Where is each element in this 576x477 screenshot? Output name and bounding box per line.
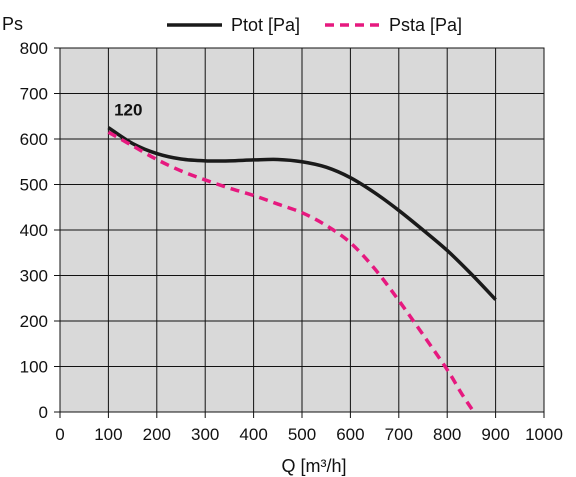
x-tick-label: 1000	[525, 425, 563, 444]
x-tick-label: 600	[336, 425, 364, 444]
x-tick-label: 900	[481, 425, 509, 444]
y-tick-label: 300	[20, 267, 48, 286]
x-tick-label: 500	[288, 425, 316, 444]
y-tick-label: 200	[20, 312, 48, 331]
series-line-psta	[107, 130, 476, 413]
x-axis: 0 100 200 300 400 500 600 700 800 900 1000	[55, 412, 563, 444]
y-tick-label: 0	[39, 403, 48, 422]
legend-label-psta: Psta [Pa]	[389, 15, 462, 35]
x-tick-label: 300	[191, 425, 219, 444]
grid	[59, 47, 545, 413]
y-tick-label: 600	[20, 130, 48, 149]
y-tick-label: 800	[20, 39, 48, 58]
y-tick-label: 400	[20, 221, 48, 240]
curve-annotation: 120	[114, 100, 142, 119]
x-tick-label: 700	[385, 425, 413, 444]
x-tick-label: 400	[239, 425, 267, 444]
y-axis: 0 100 200 300 400 500 600 700 800	[20, 39, 60, 422]
y-tick-label: 700	[20, 85, 48, 104]
legend-label-ptot: Ptot [Pa]	[231, 15, 300, 35]
y-tick-label: 500	[20, 176, 48, 195]
series-line-ptot	[107, 126, 497, 301]
y-axis-label: Ps	[2, 14, 23, 34]
x-tick-label: 0	[55, 425, 64, 444]
x-axis-label: Q [m³/h]	[281, 456, 346, 476]
x-tick-label: 100	[94, 425, 122, 444]
x-tick-label: 200	[143, 425, 171, 444]
x-tick-label: 800	[433, 425, 461, 444]
legend: Ptot [Pa] Psta [Pa]	[167, 15, 462, 35]
series-layer	[107, 126, 497, 413]
y-tick-label: 100	[20, 358, 48, 377]
